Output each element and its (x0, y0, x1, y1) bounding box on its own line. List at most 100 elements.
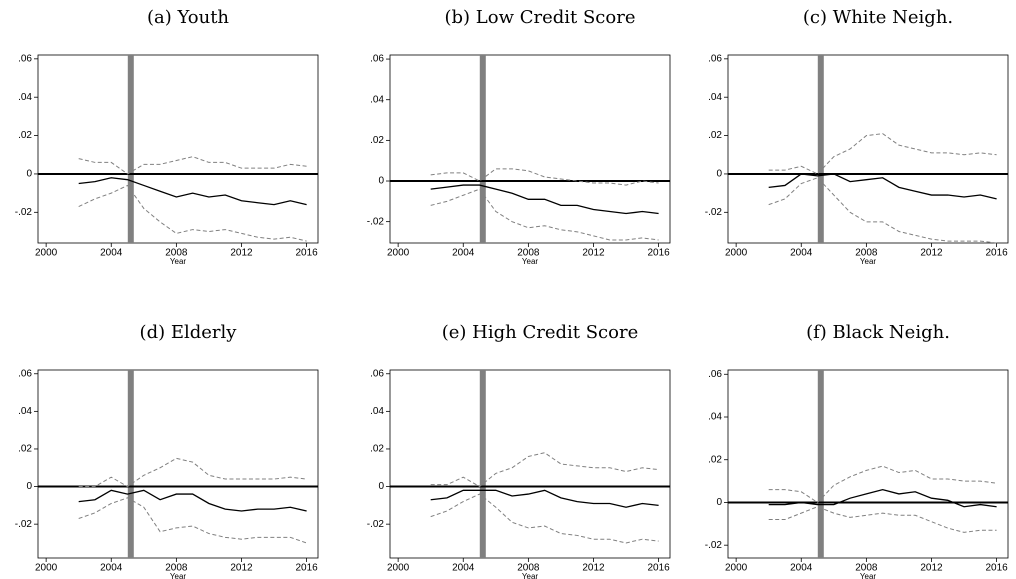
panel: (f) Black Neigh. -.02 0 .02 .04 .06 2000 2004 20… (705, 322, 1009, 579)
x-tick-label: 2012 (582, 248, 605, 259)
x-axis-label: Year (860, 257, 877, 266)
panel-title: (f) Black Neigh. (806, 322, 950, 343)
x-tick-label: 2008 (517, 248, 540, 259)
panel-title: (a) Youth (147, 7, 229, 28)
estimate-line (430, 184, 659, 215)
x-tick-label: 2012 (920, 563, 943, 574)
y-tick-label: .06 (370, 368, 384, 379)
y-tick-label: .06 (18, 53, 32, 64)
panel: (e) High Credit Score -.02 0 .02 .04 .06 2000 2… (367, 322, 671, 579)
x-tick-label: 2004 (790, 248, 813, 259)
estimate-line (768, 488, 997, 508)
x-tick-label: 2012 (230, 248, 253, 259)
event-band (479, 370, 486, 558)
x-tick-label: 2000 (387, 248, 410, 259)
event-band (127, 55, 134, 243)
y-tick-label: 0 (716, 169, 722, 180)
x-tick-label: 2016 (985, 563, 1008, 574)
ci-line (78, 457, 307, 488)
ci-line (768, 133, 997, 175)
ci-line (430, 188, 659, 241)
x-axis-label: Year (860, 572, 877, 579)
plot-frame (727, 369, 1009, 559)
x-tick-label: 2000 (725, 248, 748, 259)
panel: (a) Youth -.02 0 .02 .04 .06 2000 2004 2008 2012 2… (15, 7, 319, 266)
ci-line (78, 497, 307, 544)
y-tick-label: -.02 (705, 540, 723, 551)
y-tick-label: .02 (18, 130, 32, 141)
plot-frame (37, 54, 319, 244)
estimate-line (78, 489, 307, 512)
y-tick-label: -.02 (705, 207, 723, 218)
x-tick-label: 2004 (790, 563, 813, 574)
x-tick-label: 2008 (165, 563, 188, 574)
event-band (817, 370, 824, 558)
y-tick-label: .02 (370, 444, 384, 455)
x-axis-label: Year (170, 257, 187, 266)
x-tick-label: 2012 (920, 248, 943, 259)
event-band (817, 55, 824, 243)
y-tick-label: .06 (708, 53, 722, 64)
ci-line (78, 184, 307, 242)
y-tick-label: .04 (370, 94, 384, 105)
y-tick-label: .04 (18, 92, 32, 103)
panel: (c) White Neigh. -.02 0 .02 .04 .06 2000 2004 20… (705, 7, 1009, 266)
y-tick-label: -.02 (15, 207, 33, 218)
x-tick-label: 2004 (100, 248, 123, 259)
y-tick-label: 0 (26, 169, 32, 180)
y-tick-label: 0 (716, 497, 722, 508)
y-tick-label: .02 (370, 135, 384, 146)
estimate-line (430, 489, 659, 508)
x-axis-label: Year (522, 257, 539, 266)
ci-line (430, 168, 659, 186)
x-tick-label: 2016 (295, 248, 318, 259)
y-tick-label: 0 (26, 481, 32, 492)
x-tick-label: 2000 (725, 563, 748, 574)
event-band (479, 55, 486, 243)
x-axis-label: Year (522, 572, 539, 579)
x-tick-label: 2004 (100, 563, 123, 574)
ci-line (78, 156, 307, 175)
x-tick-label: 2008 (165, 248, 188, 259)
y-tick-label: .06 (370, 54, 384, 65)
estimate-line (768, 173, 997, 200)
panel-title: (d) Elderly (140, 322, 238, 343)
ci-line (768, 177, 997, 244)
panel: (d) Elderly -.02 0 .02 .04 .06 2000 2004 2008 201… (15, 322, 319, 579)
y-tick-label: 0 (378, 481, 384, 492)
x-tick-label: 2000 (35, 563, 58, 574)
panel-title: (e) High Credit Score (442, 322, 638, 343)
y-tick-label: .04 (370, 406, 384, 417)
ci-line (768, 506, 997, 533)
x-tick-label: 2008 (855, 248, 878, 259)
x-tick-label: 2008 (855, 563, 878, 574)
plot-frame (389, 369, 671, 559)
x-tick-label: 2004 (452, 563, 475, 574)
x-tick-label: 2012 (230, 563, 253, 574)
ci-line (430, 493, 659, 544)
y-tick-label: -.02 (367, 216, 385, 227)
y-tick-label: -.02 (367, 519, 385, 530)
x-tick-label: 2004 (452, 248, 475, 259)
x-tick-label: 2008 (517, 563, 540, 574)
event-band (127, 370, 134, 558)
x-tick-label: 2016 (295, 563, 318, 574)
x-tick-label: 2000 (35, 248, 58, 259)
x-tick-label: 2000 (387, 563, 410, 574)
x-tick-label: 2012 (582, 563, 605, 574)
y-tick-label: 0 (378, 176, 384, 187)
plot-frame (389, 54, 671, 244)
y-tick-label: .06 (708, 369, 722, 380)
panel-title: (c) White Neigh. (803, 7, 953, 28)
plot-frame (37, 369, 319, 559)
ci-line (768, 465, 997, 504)
y-tick-label: -.02 (15, 519, 33, 530)
y-tick-label: .04 (18, 406, 32, 417)
x-axis-label: Year (170, 572, 187, 579)
panel: (b) Low Credit Score -.02 0 .02 .04 .06 2000 20… (367, 7, 671, 266)
panel-title: (b) Low Credit Score (445, 7, 636, 28)
y-tick-label: .06 (18, 368, 32, 379)
y-tick-label: .04 (708, 92, 722, 103)
ci-line (430, 452, 659, 488)
